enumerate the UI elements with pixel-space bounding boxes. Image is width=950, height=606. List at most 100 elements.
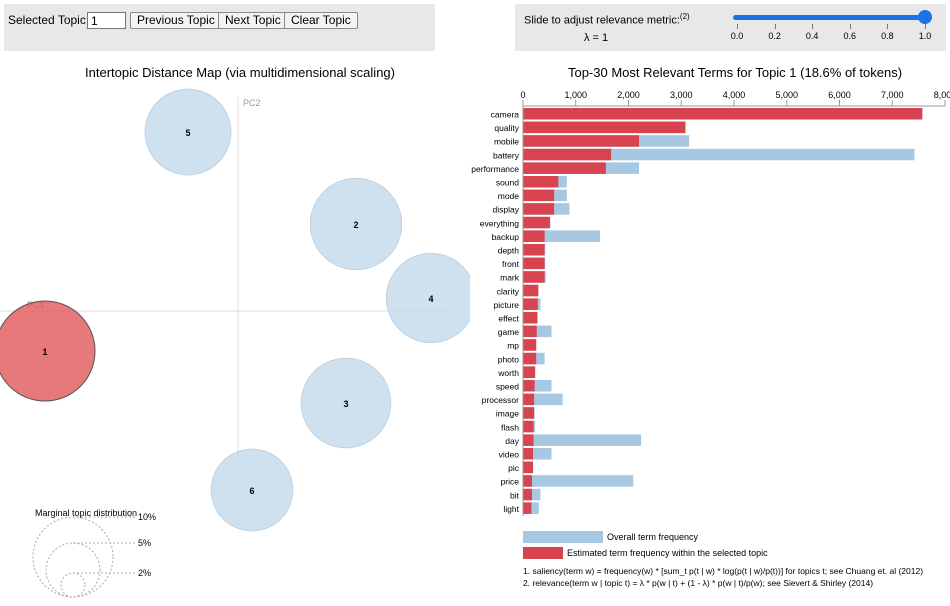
- topic-frequency-bar[interactable]: [523, 352, 537, 365]
- relevance-slider-thumb[interactable]: [918, 10, 932, 24]
- relevance-slider-track[interactable]: [733, 15, 927, 20]
- term-row-image[interactable]: image: [496, 407, 535, 419]
- topic-frequency-bar[interactable]: [523, 121, 686, 134]
- topic-bubble-3[interactable]: 3: [300, 357, 392, 449]
- topic-circle[interactable]: [385, 252, 470, 344]
- term-row-mp[interactable]: mp: [507, 339, 537, 351]
- slider-tick-mark: [925, 24, 926, 29]
- legend-overall-swatch: [523, 531, 603, 543]
- topic-frequency-bar[interactable]: [523, 488, 532, 501]
- term-row-price[interactable]: price: [501, 475, 634, 487]
- term-row-mode[interactable]: mode: [498, 189, 567, 202]
- term-label: depth: [498, 246, 520, 256]
- slider-tick-label: 0.6: [843, 31, 857, 41]
- term-row-speed[interactable]: speed: [496, 380, 552, 392]
- overall-frequency-bar[interactable]: [523, 380, 552, 392]
- term-row-display[interactable]: display: [493, 203, 570, 215]
- topic-bubble-2[interactable]: 2: [309, 177, 403, 271]
- topic-circle[interactable]: [309, 177, 403, 271]
- term-row-everything[interactable]: everything: [480, 216, 551, 229]
- topic-frequency-bar[interactable]: [523, 108, 923, 120]
- slider-tick-label: 0.2: [768, 31, 781, 41]
- overall-frequency-bar[interactable]: [523, 148, 915, 161]
- selected-topic-label: Selected Topic:: [8, 13, 90, 27]
- term-row-processor[interactable]: processor: [482, 393, 563, 406]
- term-row-light[interactable]: light: [503, 502, 539, 514]
- topic-frequency-bar[interactable]: [523, 420, 534, 433]
- term-row-photo[interactable]: photo: [498, 352, 545, 365]
- x-tick-label: 1,000: [564, 90, 587, 100]
- topic-frequency-bar[interactable]: [523, 502, 532, 514]
- x-tick-label: 3,000: [670, 90, 693, 100]
- topic-frequency-bar[interactable]: [523, 230, 545, 242]
- term-row-picture[interactable]: picture: [493, 298, 541, 310]
- topic-frequency-bar[interactable]: [523, 244, 545, 256]
- topic-frequency-bar[interactable]: [523, 162, 606, 174]
- overall-frequency-bar[interactable]: [523, 448, 552, 460]
- clear-topic-button[interactable]: Clear Topic: [284, 12, 358, 29]
- slider-tick-label: 0.0: [730, 31, 744, 41]
- topic-bubble-5[interactable]: 5: [144, 88, 232, 176]
- term-row-pic[interactable]: pic: [508, 461, 534, 474]
- topic-circle[interactable]: [210, 448, 294, 532]
- topic-frequency-bar[interactable]: [523, 393, 535, 406]
- topic-circle[interactable]: [144, 88, 232, 176]
- previous-topic-button[interactable]: Previous Topic: [130, 12, 222, 29]
- topic-circle[interactable]: [300, 357, 392, 449]
- topic-circle[interactable]: [0, 300, 96, 402]
- term-row-clarity[interactable]: clarity: [497, 284, 539, 297]
- topic-frequency-bar[interactable]: [523, 284, 539, 297]
- term-row-flash[interactable]: flash: [501, 420, 536, 433]
- term-row-video[interactable]: video: [499, 448, 552, 460]
- term-row-mark[interactable]: mark: [500, 271, 546, 283]
- term-label: effect: [498, 314, 519, 324]
- topic-frequency-bar[interactable]: [523, 366, 536, 378]
- term-row-bit[interactable]: bit: [510, 488, 541, 501]
- topic-frequency-bar[interactable]: [523, 203, 555, 215]
- overall-frequency-bar[interactable]: [523, 230, 601, 242]
- topic-frequency-bar[interactable]: [523, 176, 559, 188]
- topic-frequency-bar[interactable]: [523, 380, 535, 392]
- term-row-worth[interactable]: worth: [497, 366, 536, 378]
- topic-frequency-bar[interactable]: [523, 271, 545, 283]
- next-topic-button[interactable]: Next Topic: [218, 12, 288, 29]
- topic-frequency-bar[interactable]: [523, 475, 532, 487]
- topic-bubble-1[interactable]: 1: [0, 300, 96, 402]
- topic-frequency-bar[interactable]: [523, 298, 538, 310]
- topic-frequency-bar[interactable]: [523, 148, 612, 161]
- term-row-quality[interactable]: quality: [494, 121, 686, 134]
- term-row-game[interactable]: game: [498, 325, 552, 338]
- term-label: price: [501, 477, 520, 487]
- overall-frequency-bar[interactable]: [523, 325, 552, 338]
- overall-frequency-bar[interactable]: [523, 475, 634, 487]
- topic-frequency-bar[interactable]: [523, 448, 534, 460]
- selected-topic-input[interactable]: [87, 12, 126, 29]
- topic-frequency-bar[interactable]: [523, 461, 534, 474]
- term-row-depth[interactable]: depth: [498, 244, 546, 256]
- topic-frequency-bar[interactable]: [523, 339, 537, 351]
- term-row-battery[interactable]: battery: [493, 148, 915, 161]
- term-row-backup[interactable]: backup: [492, 230, 601, 242]
- topic-controls-panel: Selected Topic: Previous Topic Next Topi…: [4, 4, 435, 51]
- topic-frequency-bar[interactable]: [523, 407, 535, 419]
- topic-frequency-bar[interactable]: [523, 257, 545, 270]
- term-row-mobile[interactable]: mobile: [494, 135, 690, 147]
- topic-frequency-bar[interactable]: [523, 216, 550, 229]
- overall-frequency-bar[interactable]: [523, 434, 642, 446]
- topic-frequency-bar[interactable]: [523, 312, 538, 324]
- term-label: everything: [480, 218, 519, 228]
- term-row-front[interactable]: front: [502, 257, 546, 270]
- term-row-effect[interactable]: effect: [498, 312, 538, 324]
- term-row-sound[interactable]: sound: [496, 176, 567, 188]
- topic-frequency-bar[interactable]: [523, 325, 537, 338]
- term-label: video: [499, 450, 520, 460]
- term-row-camera[interactable]: camera: [491, 108, 923, 120]
- topic-frequency-bar[interactable]: [523, 189, 555, 202]
- topic-frequency-bar[interactable]: [523, 135, 640, 147]
- topic-bubble-4[interactable]: 4: [385, 252, 470, 344]
- term-row-performance[interactable]: performance: [471, 162, 640, 174]
- topic-frequency-bar[interactable]: [523, 434, 534, 446]
- overall-frequency-bar[interactable]: [523, 393, 563, 406]
- term-row-day[interactable]: day: [505, 434, 642, 446]
- topic-bubble-6[interactable]: 6: [210, 448, 294, 532]
